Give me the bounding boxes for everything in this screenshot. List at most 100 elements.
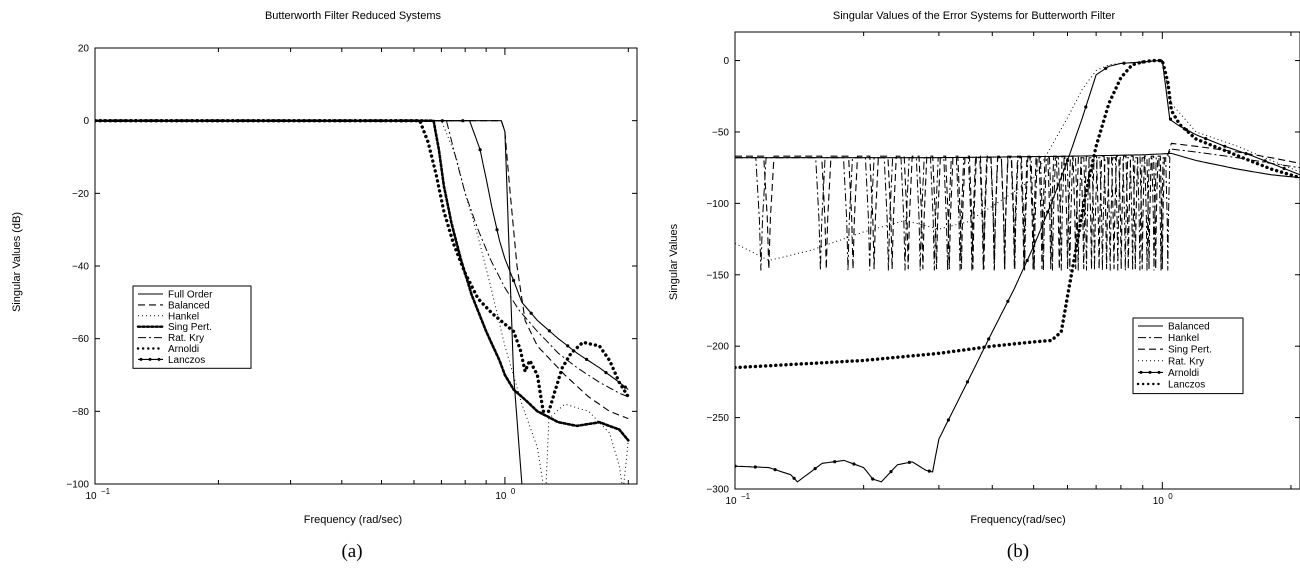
series-marker xyxy=(440,119,444,123)
x-tick-label: 10 xyxy=(85,491,97,502)
y-tick-label: −100 xyxy=(706,199,729,210)
panel-b-y-label: Singular Values xyxy=(668,223,680,300)
series-marker xyxy=(338,119,342,123)
series-marker xyxy=(1025,258,1029,263)
series-marker xyxy=(889,470,893,474)
series-marker xyxy=(623,385,627,389)
series-marker xyxy=(236,119,240,123)
series-marker xyxy=(529,311,533,315)
legend-label: Sing Pert. xyxy=(1168,345,1212,356)
series-line-arnoldi xyxy=(95,119,630,413)
series-marker xyxy=(773,468,777,472)
legend-label: Sing Pert. xyxy=(168,322,212,333)
series-marker xyxy=(1104,66,1108,70)
series-marker xyxy=(1122,61,1126,65)
legend-label: Arnoldi xyxy=(168,344,199,355)
panel-b-title: Singular Values of the Error Systems for… xyxy=(833,10,1116,22)
series-marker xyxy=(735,464,737,468)
series-marker xyxy=(753,465,757,469)
series-marker xyxy=(277,119,281,123)
series-marker xyxy=(420,119,424,123)
x-tick-exponent: 0 xyxy=(1168,492,1173,501)
legend-label: Balanced xyxy=(168,300,210,311)
series-marker xyxy=(256,119,261,123)
legend-label: Hankel xyxy=(168,311,199,322)
panel-a-caption: (a) xyxy=(341,541,362,562)
x-tick-label: 10 xyxy=(1153,496,1165,507)
series-marker xyxy=(175,119,179,123)
x-tick-exponent: −1 xyxy=(101,487,111,496)
series-marker xyxy=(813,467,817,471)
series-marker xyxy=(379,119,383,123)
panel-b-plot-area xyxy=(734,31,1300,490)
legend-label: Rat. Kry xyxy=(168,333,204,344)
legend-label: Lanczos xyxy=(1168,380,1205,391)
y-tick-label: −250 xyxy=(706,413,729,424)
legend-marker xyxy=(1148,370,1152,374)
series-marker xyxy=(1282,166,1286,171)
series-marker xyxy=(1065,158,1070,163)
y-tick-label: −40 xyxy=(72,262,89,273)
series-marker xyxy=(297,119,301,123)
panel-a-x-axis: 10 −1 10 0 xyxy=(85,48,629,502)
panel-a-series-group xyxy=(95,119,630,484)
panel-a-y-axis: 20 0 −20 −40 −60 −80 −100 xyxy=(66,44,637,491)
series-marker xyxy=(216,119,220,123)
series-marker xyxy=(871,477,875,481)
legend-label: Rat. Kry xyxy=(1168,356,1204,367)
legend-marker xyxy=(1157,370,1161,374)
panel-a-chart: Butterworth Filter Reduced Systems 20 0 −2… xyxy=(11,10,638,562)
x-tick-exponent: 0 xyxy=(511,487,516,496)
x-tick-label: 10 xyxy=(495,491,507,502)
y-tick-label: −50 xyxy=(712,127,729,138)
y-tick-label: 20 xyxy=(78,44,90,55)
series-marker xyxy=(495,228,499,232)
y-tick-label: −200 xyxy=(706,342,729,353)
panel-b-series-group xyxy=(735,58,1300,483)
series-marker xyxy=(547,329,552,333)
series-marker xyxy=(318,119,322,123)
series-marker xyxy=(195,119,199,123)
series-marker xyxy=(399,119,404,123)
panel-b-caption: (b) xyxy=(1007,541,1029,562)
series-marker xyxy=(1223,144,1227,148)
panel-a-title: Butterworth Filter Reduced Systems xyxy=(265,10,442,22)
series-marker xyxy=(987,337,991,341)
legend-label: Lanczos xyxy=(168,355,205,366)
series-line-lanczos xyxy=(95,120,629,390)
series-marker xyxy=(461,119,465,123)
series-marker xyxy=(604,371,608,375)
series-marker xyxy=(1006,299,1010,303)
series-marker xyxy=(478,148,482,152)
series-marker xyxy=(1204,137,1208,141)
series-marker xyxy=(1263,159,1267,163)
x-tick-label: 10 xyxy=(725,496,737,507)
series-marker xyxy=(1168,117,1173,121)
y-tick-label: −100 xyxy=(66,480,89,491)
y-tick-label: −60 xyxy=(72,334,89,345)
series-marker xyxy=(792,476,796,480)
legend-marker xyxy=(157,357,161,361)
series-marker xyxy=(154,119,158,123)
legend-marker xyxy=(148,357,152,361)
y-tick-label: −80 xyxy=(72,407,89,418)
y-tick-label: −20 xyxy=(72,189,89,200)
panel-a-y-label: Singular Values (dB) xyxy=(11,212,23,312)
panel-b-x-axis: 10 −1 10 0 xyxy=(725,32,1292,507)
legend-label: Full Order xyxy=(168,290,213,301)
legend-label: Arnoldi xyxy=(1168,368,1199,379)
panel-b-x-label: Frequency(rad/sec) xyxy=(970,514,1065,526)
panel-a-x-label: Frequency (rad/sec) xyxy=(304,514,402,526)
series-marker xyxy=(113,119,117,123)
legend-marker xyxy=(139,357,143,361)
series-line-sing-pert- xyxy=(735,142,1300,270)
legend-label: Hankel xyxy=(1168,333,1199,344)
series-marker xyxy=(852,462,856,466)
series-marker xyxy=(359,119,363,123)
panel-b-chart: Singular Values of the Error Systems for… xyxy=(668,10,1300,562)
panel-b-y-axis: 0 −50 −100 −150 −200 −250 −300 xyxy=(706,56,1300,496)
series-marker xyxy=(1244,152,1248,156)
